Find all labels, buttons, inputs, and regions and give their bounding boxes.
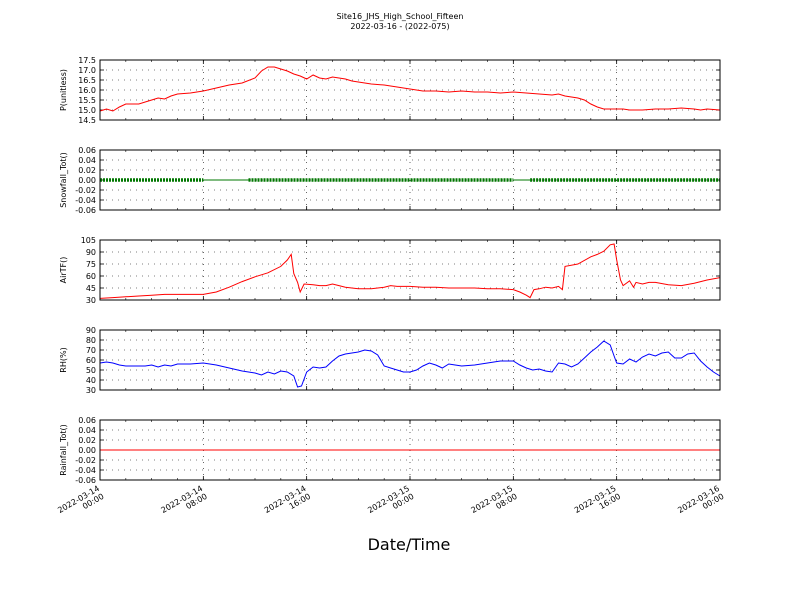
panel-frame	[99, 149, 721, 211]
series-line	[99, 340, 721, 388]
panel-2: -0.06-0.04-0.020.000.020.040.06 Snowfall_…	[59, 146, 721, 215]
y-tick-label: 15.0	[78, 106, 96, 115]
y-axis-label: RH(%)	[59, 347, 68, 372]
y-tick-label: 90	[86, 326, 96, 335]
x-tick-label: 2022-03-1516:00	[573, 484, 622, 523]
y-tick-label: 17.0	[78, 66, 96, 75]
y-tick-label: 14.5	[78, 116, 96, 125]
y-tick-label: 0.06	[78, 146, 96, 155]
x-tick-label: 2022-03-1416:00	[263, 484, 312, 523]
y-axis-label: P(unitless)	[59, 69, 68, 111]
x-tick-label: 2022-03-1408:00	[160, 484, 209, 523]
figure-title: Site16_JHS_High_School_Fifteen	[337, 12, 464, 21]
y-tick-label: -0.04	[75, 196, 96, 205]
y-tick-label: 0.04	[78, 156, 96, 165]
chart-panels: 14.515.015.516.016.517.017.5 P(unitless) -…	[59, 56, 721, 485]
panel-frame	[99, 59, 721, 121]
y-tick-label: 0.06	[78, 416, 96, 425]
y-tick-label: 60	[86, 272, 96, 281]
y-tick-label: 105	[81, 236, 96, 245]
panel-frame	[99, 239, 721, 301]
y-tick-label: 16.0	[78, 86, 96, 95]
x-tick-label: 2022-03-1400:00	[56, 484, 105, 523]
panel-1: 14.515.015.516.016.517.017.5 P(unitless)	[59, 56, 721, 125]
y-tick-label: 30	[86, 296, 96, 305]
y-axis-label: Snowfall_Tot()	[59, 152, 68, 208]
y-tick-label: -0.06	[75, 476, 96, 485]
panel-frame	[99, 329, 721, 391]
y-tick-label: 30	[86, 386, 96, 395]
y-axis-label: Rainfall_Tot()	[59, 424, 68, 476]
figure-subtitle: 2022-03-16 - (2022-075)	[350, 22, 449, 31]
y-tick-label: 75	[86, 260, 96, 269]
x-tick-label: 2022-03-1508:00	[470, 484, 519, 523]
y-tick-label: 0.02	[78, 436, 96, 445]
panel-5: -0.06-0.04-0.020.000.020.040.06 Rainfall_…	[59, 416, 721, 485]
y-tick-label: -0.02	[75, 456, 96, 465]
x-axis-label: Date/Time	[368, 535, 451, 554]
y-tick-label: 0.00	[78, 446, 96, 455]
y-tick-label: 0.00	[78, 176, 96, 185]
y-tick-label: 17.5	[78, 56, 96, 65]
y-tick-label: 0.04	[78, 426, 96, 435]
x-tick-label: 2022-03-1600:00	[676, 484, 725, 523]
y-tick-label: 60	[86, 356, 96, 365]
x-axis-tick-labels: 2022-03-1400:00 2022-03-1408:00 2022-03-14…	[56, 484, 725, 523]
y-tick-label: 0.02	[78, 166, 96, 175]
panel-3: 30 45 60 75 90 105 AirTF()	[59, 236, 721, 305]
y-tick-label: -0.04	[75, 466, 96, 475]
series-line	[99, 243, 721, 299]
y-tick-label: 45	[86, 284, 96, 293]
y-tick-label: 16.5	[78, 76, 96, 85]
panel-frame	[99, 419, 721, 481]
y-tick-label: -0.06	[75, 206, 96, 215]
y-tick-label: 50	[86, 366, 96, 375]
y-tick-label: -0.02	[75, 186, 96, 195]
y-tick-label: 90	[86, 248, 96, 257]
y-tick-label: 40	[86, 376, 96, 385]
y-tick-label: 70	[86, 346, 96, 355]
x-tick-label: 2022-03-1500:00	[366, 484, 415, 523]
y-axis-label: AirTF()	[59, 257, 68, 284]
series-line	[99, 66, 721, 112]
y-tick-label: 15.5	[78, 96, 96, 105]
y-tick-label: 80	[86, 336, 96, 345]
